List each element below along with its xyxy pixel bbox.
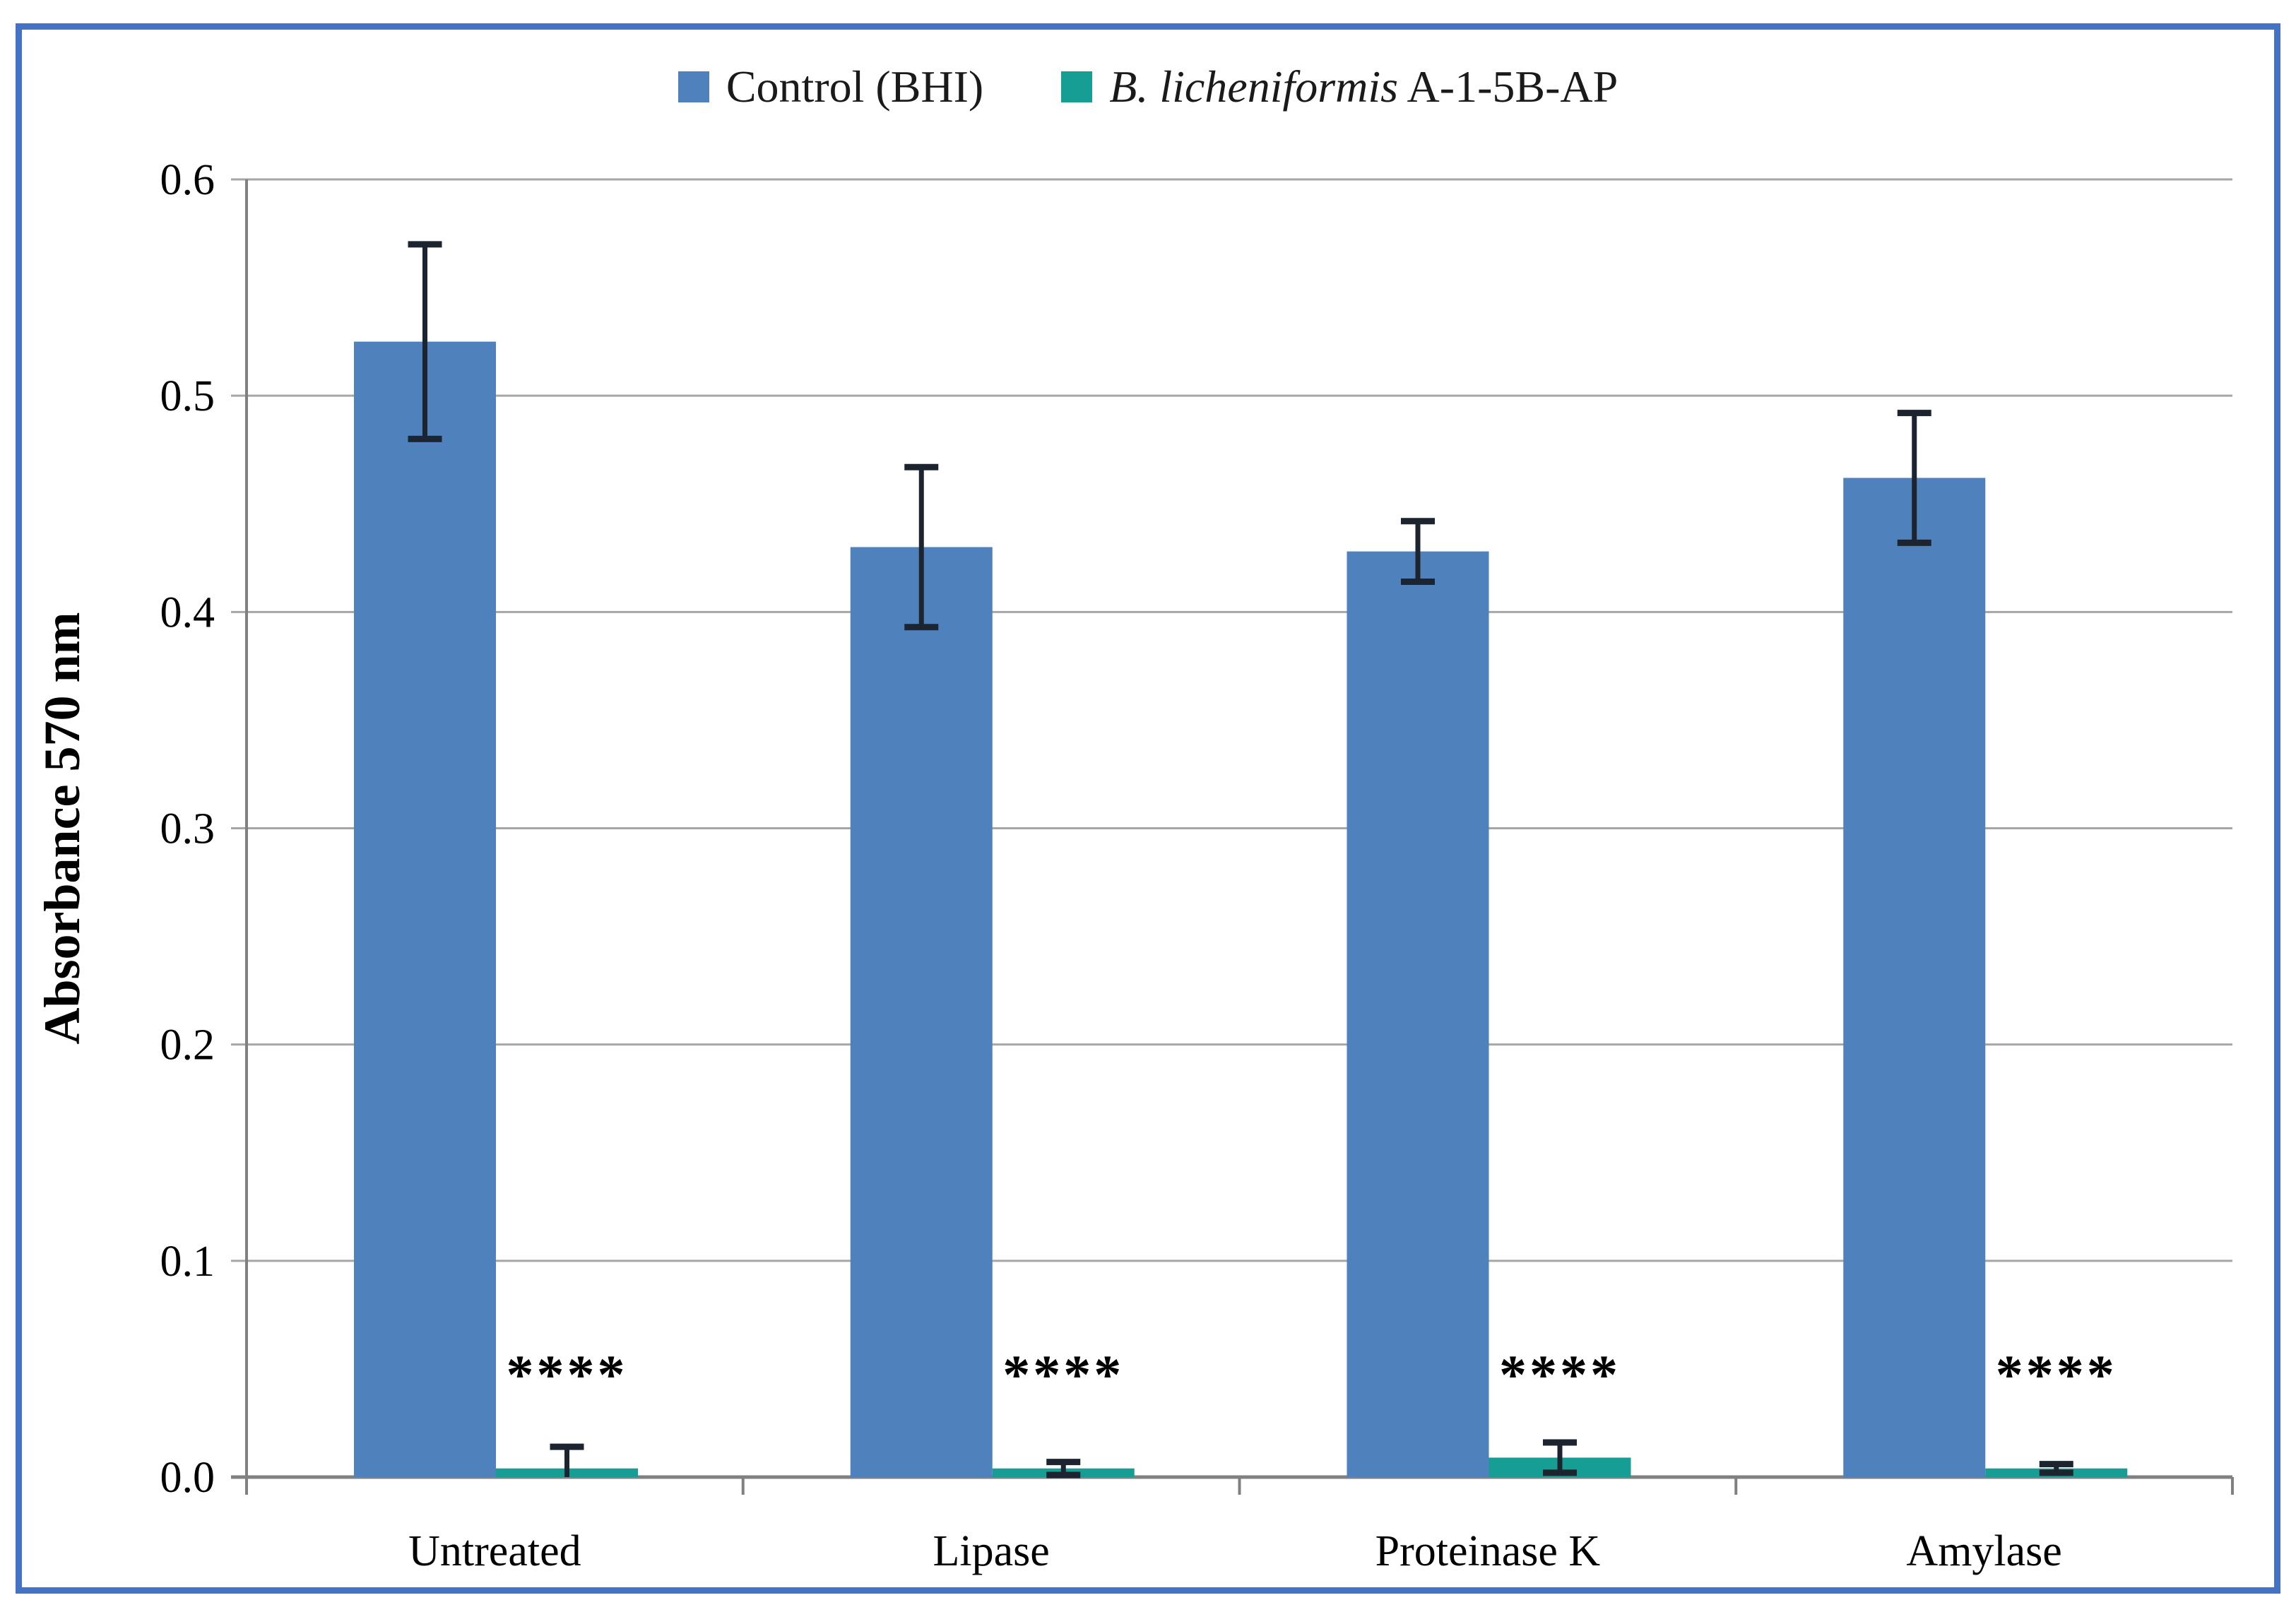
- y-tick-label-0.0: 0.0: [160, 1454, 215, 1502]
- legend-label-control: Control (BHI): [726, 61, 984, 112]
- legend-swatch-treatment: [1061, 71, 1093, 102]
- legend-swatch-control: [677, 71, 709, 102]
- y-tick-label-0.4: 0.4: [160, 588, 215, 636]
- significance-stars: ****: [507, 1344, 628, 1405]
- legend-item-control: Control (BHI): [677, 61, 984, 113]
- y-axis-title: Absorbance 570 nm: [34, 612, 90, 1044]
- y-tick-label-0.2: 0.2: [160, 1021, 215, 1069]
- x-category-label-amylase: Amylase: [1906, 1527, 2061, 1575]
- chart-legend: Control (BHI) B. licheniformis A-1-5B-AP: [0, 61, 2296, 113]
- significance-stars: ****: [1499, 1344, 1621, 1405]
- bar-control-bhi--lipase: [850, 547, 993, 1477]
- bar-control-bhi--untreated: [354, 341, 496, 1477]
- y-tick-label-0.5: 0.5: [160, 372, 215, 420]
- y-tick-label-0.1: 0.1: [160, 1238, 215, 1286]
- y-tick-label-0.6: 0.6: [160, 156, 215, 204]
- significance-stars: ****: [1996, 1344, 2117, 1405]
- significance-stars: ****: [1002, 1344, 1124, 1405]
- legend-label-treatment-strain: A-1-5B-AP: [1398, 61, 1619, 112]
- bar-control-bhi--amylase: [1843, 478, 1986, 1477]
- x-category-label-lipase: Lipase: [933, 1527, 1049, 1575]
- y-tick-label-0.3: 0.3: [160, 805, 215, 853]
- x-category-label-untreated: Untreated: [408, 1527, 581, 1575]
- legend-item-treatment: B. licheniformis A-1-5B-AP: [1061, 61, 1618, 113]
- x-category-label-proteinase-k: Proteinase K: [1375, 1527, 1601, 1575]
- bar-control-bhi--proteinase-k: [1347, 551, 1489, 1477]
- legend-label-treatment-species: B. licheniformis: [1109, 61, 1399, 112]
